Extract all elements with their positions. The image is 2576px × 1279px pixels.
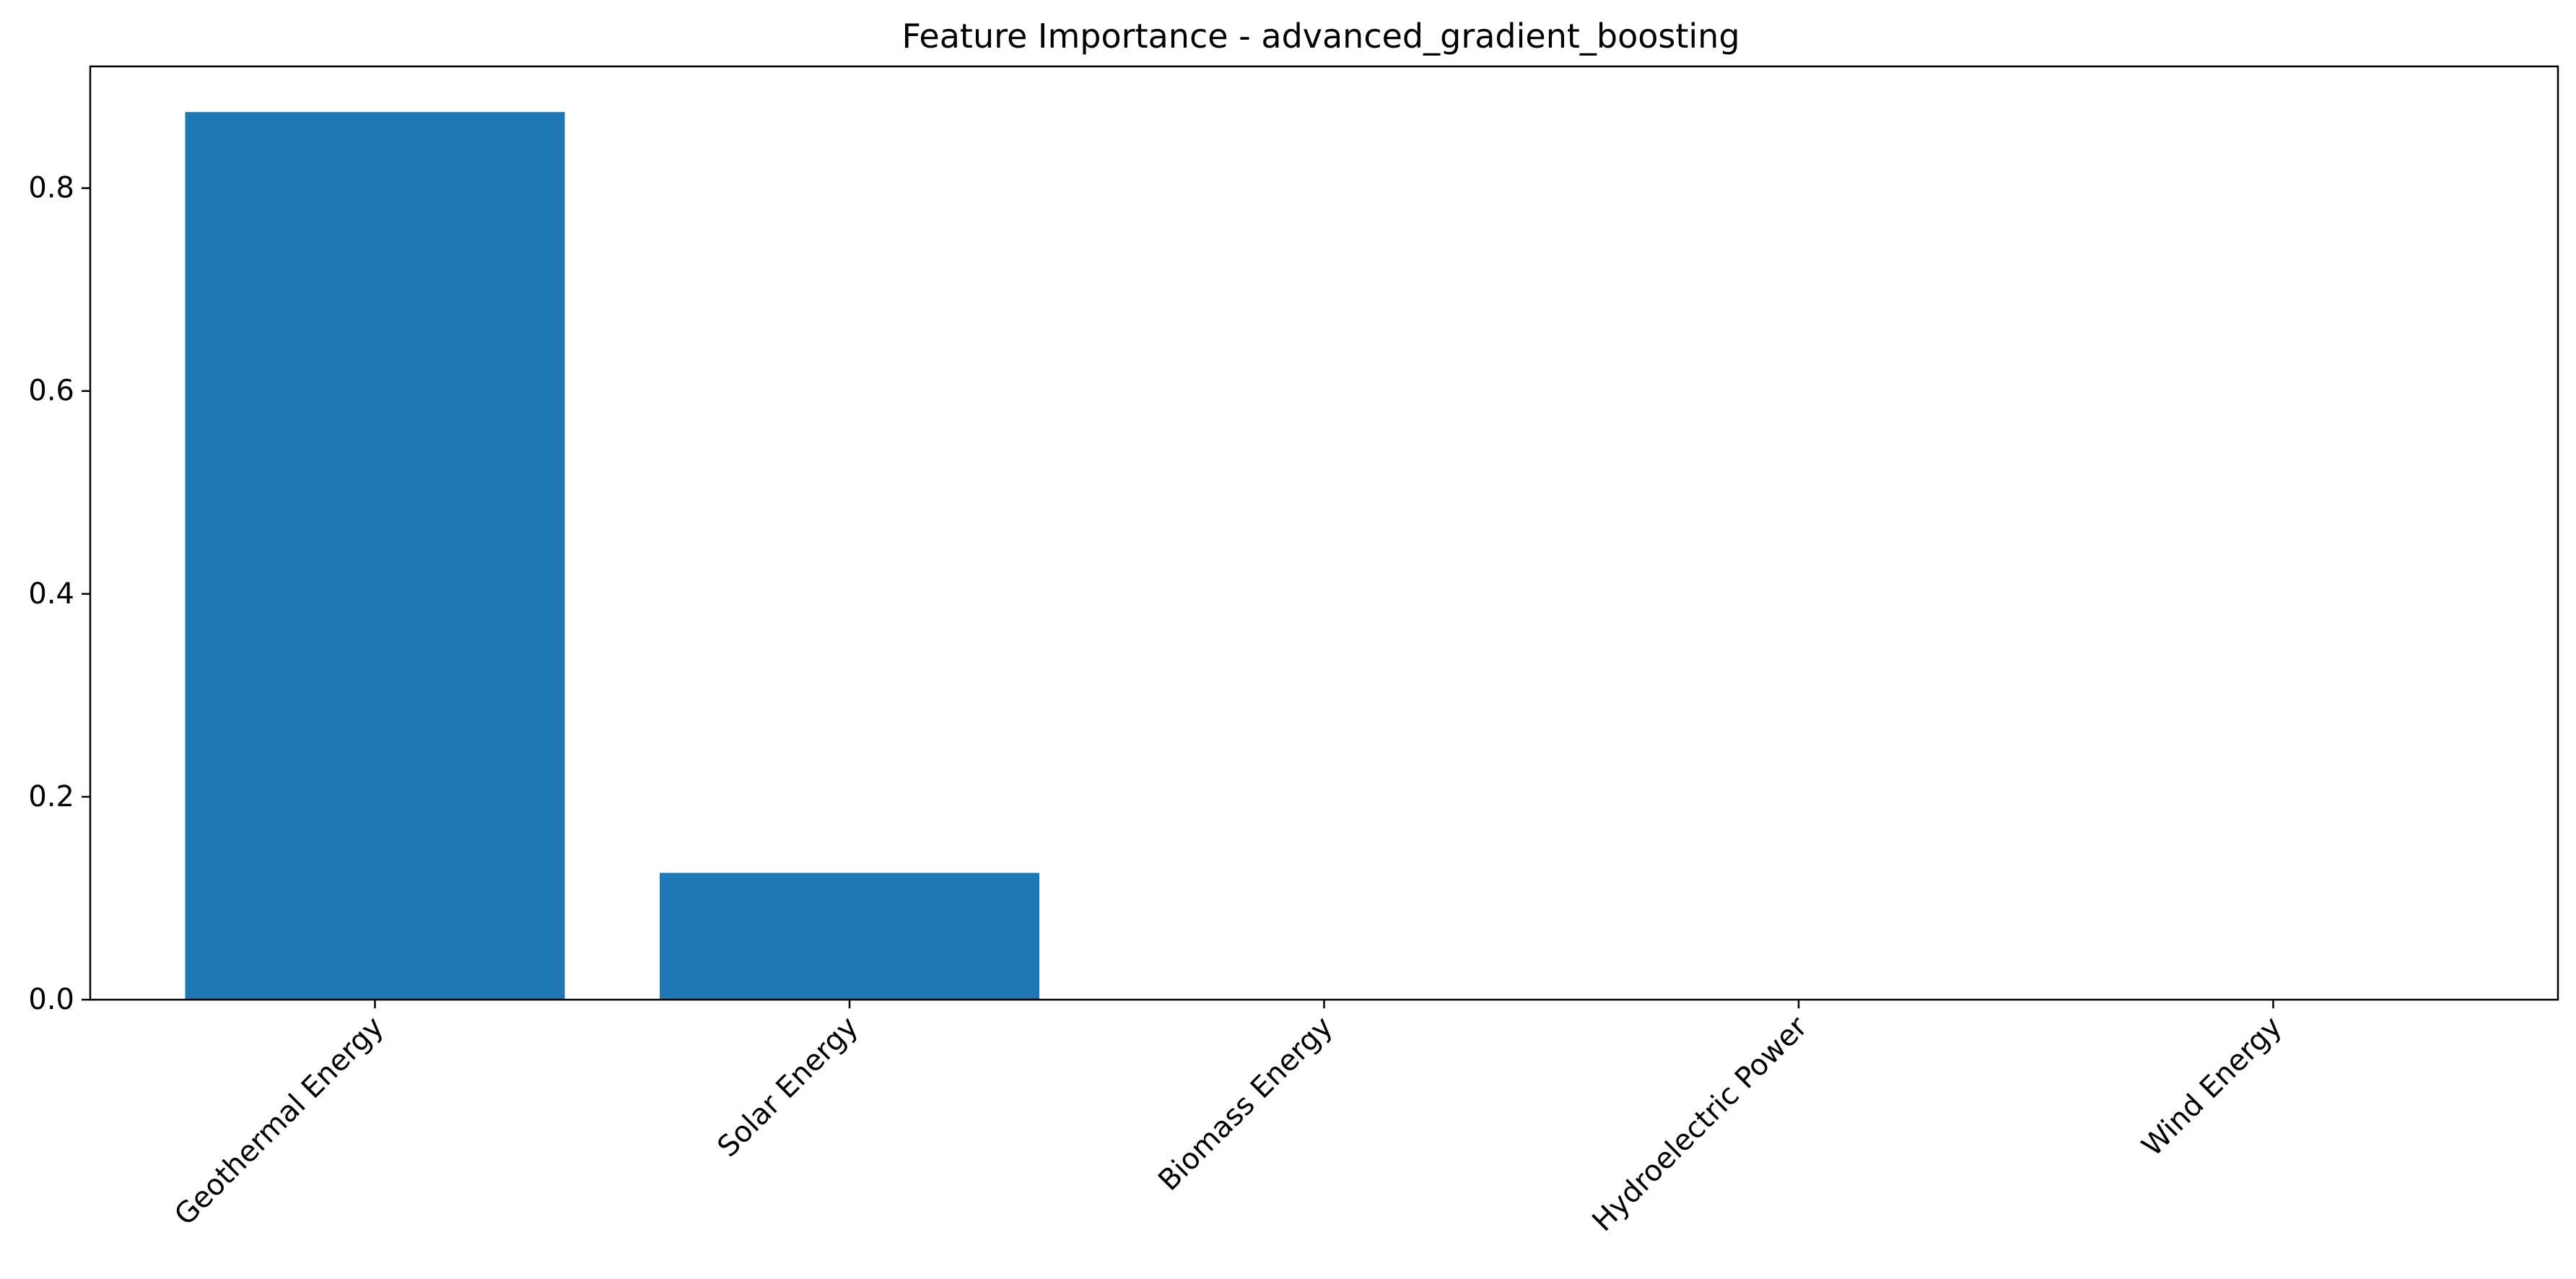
x-tick-label: Wind Energy xyxy=(2136,1010,2289,1164)
x-axis: Geothermal Energy Solar Energy Biomass Ene… xyxy=(168,1000,2289,1238)
y-tick-label: 0.0 xyxy=(28,983,74,1016)
y-tick-label: 0.2 xyxy=(28,780,74,813)
y-tick-label: 0.6 xyxy=(28,375,74,408)
y-tick-label: 0.4 xyxy=(28,577,74,611)
bar-geothermal-energy xyxy=(185,112,565,1000)
chart-title: Feature Importance - advanced_gradient_b… xyxy=(901,17,1739,56)
x-tick-label: Hydroelectric Power xyxy=(1586,1010,1814,1238)
x-tick-label: Solar Energy xyxy=(711,1010,865,1164)
bar-solar-energy xyxy=(660,873,1039,1000)
y-axis: 0.0 0.2 0.4 0.6 0.8 xyxy=(28,172,90,1016)
x-tick-label: Geothermal Energy xyxy=(168,1010,390,1232)
y-tick-label: 0.8 xyxy=(28,172,74,205)
x-tick-label: Biomass Energy xyxy=(1152,1010,1339,1197)
plot-frame xyxy=(89,65,2559,1001)
bars-layer xyxy=(185,112,1039,1000)
